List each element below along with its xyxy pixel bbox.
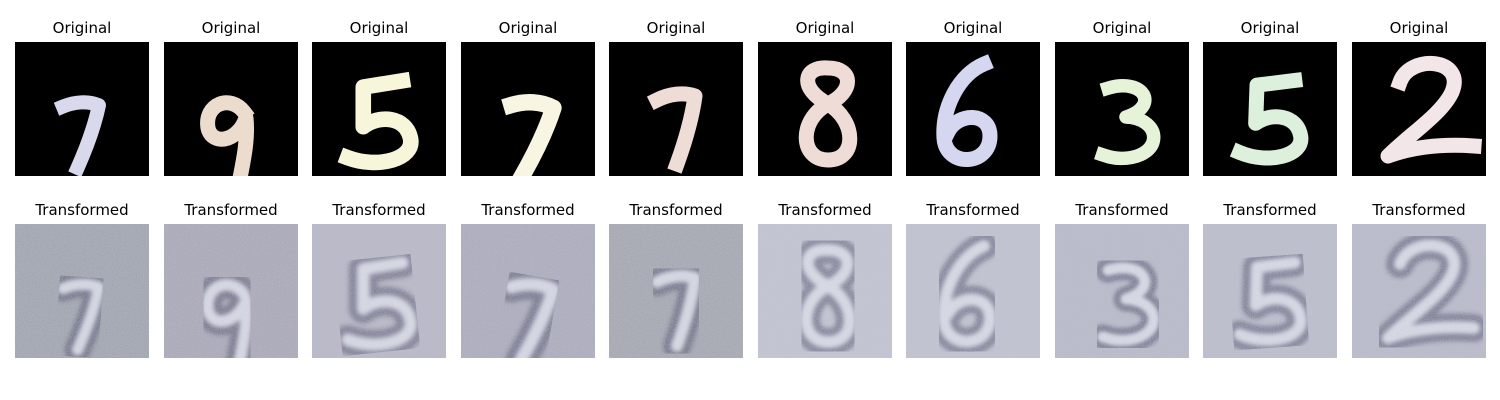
transformed-panel-title: Transformed [1372, 201, 1466, 219]
original-panel-title: Original [646, 19, 706, 37]
original-panel-title: Original [795, 19, 855, 37]
original-panel-title: Original [498, 19, 558, 37]
original-panel-title: Original [1092, 19, 1152, 37]
original-panel-title: Original [349, 19, 409, 37]
transformed-digit-image [609, 224, 743, 358]
original-digit-image [312, 42, 446, 176]
original-digit-image [15, 42, 149, 176]
transformed-digit-image [906, 224, 1040, 358]
original-digit-image [1352, 42, 1486, 176]
digit-stroke [936, 54, 998, 167]
digit-stroke [798, 60, 858, 168]
transformed-panel-title: Transformed [926, 201, 1020, 219]
transformed-panel-title: Transformed [778, 201, 872, 219]
digit-stroke [501, 94, 562, 176]
original-digit-image [164, 42, 298, 176]
original-panel-title: Original [201, 19, 261, 37]
digit-stroke [1094, 79, 1161, 166]
transformed-digit-image [15, 224, 149, 358]
digit-stroke [646, 86, 703, 174]
original-panel-title: Original [943, 19, 1003, 37]
original-digit-image [609, 42, 743, 176]
original-digit-image [1203, 42, 1337, 176]
transformed-digit-image [758, 224, 892, 358]
digit-stroke [1229, 72, 1309, 166]
transformed-panel-title: Transformed [629, 201, 723, 219]
original-panel-title: Original [1389, 19, 1449, 37]
digit-stroke [53, 95, 106, 176]
original-digit-image [461, 42, 595, 176]
transformed-digit-image [1203, 224, 1337, 358]
original-panel-title: Original [1240, 19, 1300, 37]
original-digit-image [1055, 42, 1189, 176]
digit-stroke [337, 71, 419, 171]
transformed-digit-image [312, 224, 446, 358]
transformed-panel-title: Transformed [184, 201, 278, 219]
original-panel-title: Original [52, 19, 112, 37]
transformed-panel-title: Transformed [35, 201, 129, 219]
transformed-digit-image [1352, 224, 1486, 358]
original-digit-image [758, 42, 892, 176]
transformed-digit-image [461, 224, 595, 358]
transformed-digit-image [1055, 224, 1189, 358]
original-digit-image [906, 42, 1040, 176]
transformed-panel-title: Transformed [1223, 201, 1317, 219]
transformed-digit-image [164, 224, 298, 358]
digit-stroke [1380, 56, 1483, 164]
transformed-panel-title: Transformed [332, 201, 426, 219]
digit-stroke [200, 95, 255, 176]
transformed-panel-title: Transformed [481, 201, 575, 219]
transformed-panel-title: Transformed [1075, 201, 1169, 219]
